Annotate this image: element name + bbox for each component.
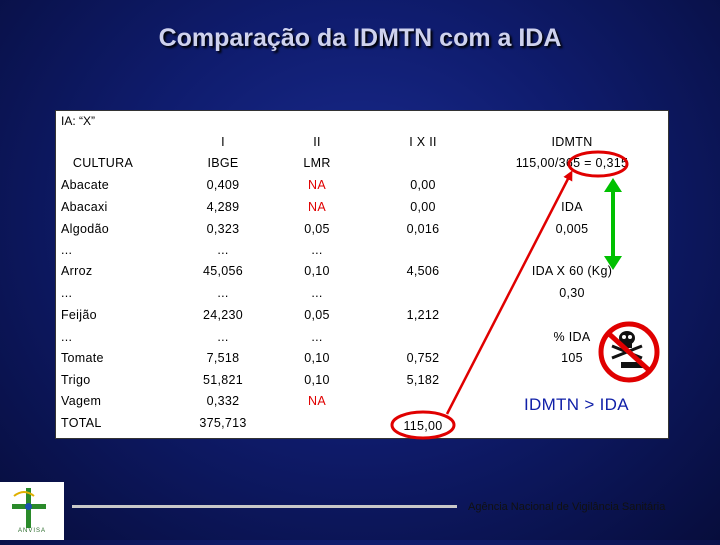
ibge-cell: 24,230 [202, 308, 244, 322]
lmr-cell: 0,10 [304, 351, 330, 365]
lmr-cell: 0,10 [304, 264, 330, 278]
product-cell: 115,00 [403, 419, 443, 433]
header-ii: II [313, 135, 321, 149]
ibge-cell: 375,713 [199, 416, 247, 430]
data-panel [55, 110, 669, 439]
lmr-cell: 0,05 [304, 222, 330, 236]
culture-cell: Trigo [61, 373, 91, 387]
lmr-cell: NA [308, 178, 326, 192]
ibge-cell: 4,289 [206, 200, 240, 214]
side-note: 0,30 [559, 286, 585, 300]
slide-title: Comparação da IDMTN com a IDA [158, 24, 562, 52]
header-lmr: LMR [303, 156, 331, 170]
product-cell: 4,506 [406, 264, 440, 278]
header-cultura: CULTURA [72, 156, 134, 170]
anvisa-logo [0, 482, 64, 540]
culture-cell: Abacaxi [61, 200, 108, 214]
ibge-cell: 51,821 [202, 373, 244, 387]
anvisa-emblem-icon [12, 488, 46, 528]
product-cell: 5,182 [406, 373, 440, 387]
culture-cell: ... [61, 330, 73, 344]
culture-cell: Algodão [61, 222, 109, 236]
logo-text: ANVISA [18, 528, 47, 534]
highlight-oval-total [390, 410, 456, 440]
culture-cell: ... [61, 243, 73, 257]
culture-cell: ... [61, 286, 73, 300]
side-note: 0,005 [555, 222, 589, 236]
lmr-cell: NA [308, 394, 326, 408]
ibge-cell: 0,332 [206, 394, 240, 408]
side-note: % IDA [553, 330, 591, 344]
lmr-cell: NA [308, 200, 326, 214]
lmr-cell: 0,10 [304, 373, 330, 387]
arrow-total-to-idmtn [445, 170, 573, 415]
lmr-cell: ... [311, 286, 323, 300]
header-ibge: IBGE [207, 156, 239, 170]
ibge-cell: 0,409 [206, 178, 240, 192]
product-cell: 0,00 [410, 178, 436, 192]
culture-cell: Feijão [61, 308, 97, 322]
culture-cell: TOTAL [61, 416, 102, 430]
lmr-cell: ... [311, 243, 323, 257]
ibge-cell: ... [217, 243, 229, 257]
comparison-double-arrow [604, 178, 622, 270]
ibge-cell: ... [217, 330, 229, 344]
culture-cell: Arroz [61, 264, 93, 278]
skull-prohibited-icon [598, 321, 660, 383]
header-calc: 115,00/365 = 0,315 [515, 156, 629, 170]
product-cell: 0,752 [406, 351, 440, 365]
culture-cell: Vagem [61, 394, 102, 408]
highlight-oval-idmtn [567, 150, 629, 178]
ibge-cell: 45,056 [202, 264, 244, 278]
lmr-cell: 0,05 [304, 308, 330, 322]
ia-label: IA: “X” [61, 114, 96, 128]
product-cell: 1,212 [406, 308, 440, 322]
header-ixii: I X II [409, 135, 437, 149]
product-cell: 0,00 [410, 200, 436, 214]
ibge-cell: 7,518 [206, 351, 240, 365]
culture-cell: Abacate [61, 178, 109, 192]
side-note: IDA [561, 200, 583, 214]
conclusion-text: IDMTN > IDA [524, 395, 629, 414]
side-note: 105 [561, 351, 583, 365]
side-note: IDA X 60 (Kg) [531, 264, 613, 278]
ibge-cell: 0,323 [206, 222, 240, 236]
footer-agency: Agência Nacional de Vigilância Sanitária [468, 501, 666, 513]
product-cell: 0,016 [406, 222, 440, 236]
header-i: I [221, 135, 225, 149]
ibge-cell: ... [217, 286, 229, 300]
footer-divider [72, 505, 457, 508]
header-idmtn: IDMTN [551, 135, 593, 149]
culture-cell: Tomate [61, 351, 104, 365]
lmr-cell: ... [311, 330, 323, 344]
